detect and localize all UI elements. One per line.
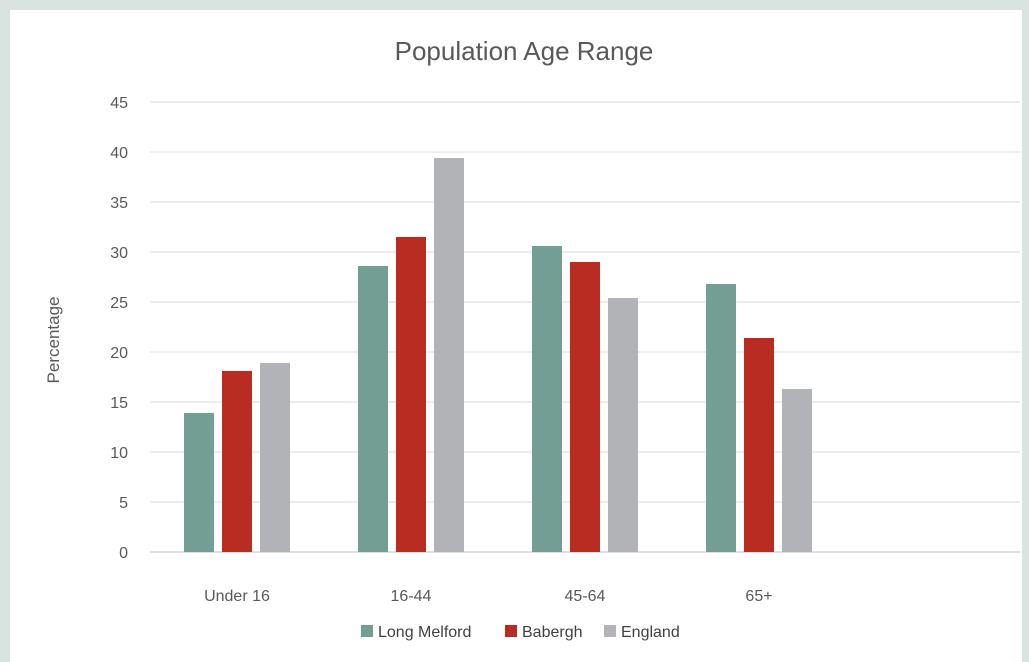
y-tick-label: 45 — [110, 95, 128, 112]
y-axis-ticks: 0 5 10 15 20 25 30 35 40 45 — [110, 95, 128, 562]
y-tick-label: 30 — [110, 245, 128, 262]
bar-england — [260, 363, 290, 552]
bars — [184, 158, 812, 552]
bar-long-melford — [358, 266, 388, 552]
x-tick-label: Under 16 — [204, 588, 270, 605]
legend: Long Melford Babergh England — [361, 624, 680, 641]
x-axis-ticks: Under 16 16-44 45-64 65+ — [204, 588, 772, 605]
chart-title: Population Age Range — [395, 36, 654, 66]
x-tick-label: 65+ — [745, 588, 772, 605]
y-tick-label: 0 — [119, 545, 128, 562]
bar-long-melford — [532, 246, 562, 552]
bar-babergh — [744, 338, 774, 552]
legend-swatch — [361, 625, 373, 637]
y-axis-title: Percentage — [44, 297, 63, 384]
y-tick-label: 5 — [119, 495, 128, 512]
bar-england — [434, 158, 464, 552]
bar-chart: Population Age Range Percentage 0 5 10 15 20… — [44, 36, 1020, 641]
y-tick-label: 10 — [110, 445, 128, 462]
bar-babergh — [222, 371, 252, 552]
y-tick-label: 35 — [110, 195, 128, 212]
y-tick-label: 40 — [110, 145, 128, 162]
bar-england — [608, 298, 638, 552]
chart-card: Population Age Range Percentage 0 5 10 15 20… — [10, 10, 1022, 662]
bar-babergh — [570, 262, 600, 552]
bar-long-melford — [184, 413, 214, 552]
y-tick-label: 20 — [110, 345, 128, 362]
x-tick-label: 45-64 — [565, 588, 606, 605]
bar-england — [782, 389, 812, 552]
legend-swatch — [604, 625, 616, 637]
y-tick-label: 15 — [110, 395, 128, 412]
y-tick-label: 25 — [110, 295, 128, 312]
legend-label: Babergh — [522, 624, 583, 641]
legend-label: England — [621, 624, 680, 641]
bar-long-melford — [706, 284, 736, 552]
legend-label: Long Melford — [378, 624, 471, 641]
x-tick-label: 16-44 — [391, 588, 432, 605]
legend-swatch — [505, 625, 517, 637]
bar-babergh — [396, 237, 426, 552]
